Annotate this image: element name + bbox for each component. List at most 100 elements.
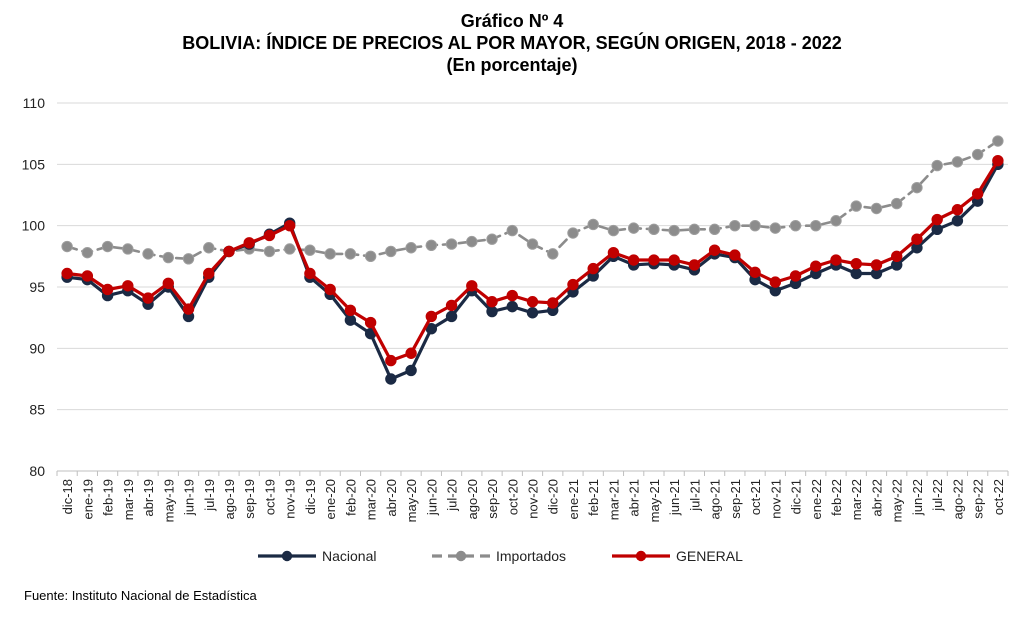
legend-label-nacional: Nacional <box>322 548 376 564</box>
data-point-general <box>911 233 923 245</box>
data-point-importados <box>344 248 357 260</box>
data-point-importados <box>830 215 842 227</box>
x-tick-label: abr-21 <box>627 479 642 517</box>
data-point-general <box>810 260 822 272</box>
data-point-importados <box>668 224 680 237</box>
data-point-general <box>688 259 701 271</box>
x-tick-label: may-19 <box>161 479 176 522</box>
data-point-importados <box>971 148 984 161</box>
data-point-nacional <box>951 215 964 227</box>
data-point-nacional <box>385 373 397 385</box>
data-point-importados <box>688 223 701 236</box>
x-tick-label: ene-19 <box>80 479 95 519</box>
y-tick-label: 90 <box>29 340 45 356</box>
data-point-importados <box>364 250 377 263</box>
data-point-general <box>405 347 417 359</box>
x-tick-label: may-20 <box>404 479 419 522</box>
data-point-importados <box>506 224 518 237</box>
data-point-importados <box>850 200 862 212</box>
data-point-general <box>445 299 458 312</box>
data-point-nacional <box>405 364 417 377</box>
data-point-general <box>992 154 1004 167</box>
x-tick-label: jun-19 <box>182 479 197 516</box>
data-point-general <box>344 304 357 317</box>
data-point-general <box>627 254 640 266</box>
y-tick-label: 85 <box>29 402 45 418</box>
data-point-general <box>101 283 114 296</box>
x-tick-label: abr-20 <box>384 479 399 517</box>
legend-label-general: GENERAL <box>676 548 743 564</box>
x-tick-label: jun-21 <box>667 479 682 516</box>
x-tick-label: oct-20 <box>505 479 520 515</box>
data-point-importados <box>142 248 154 260</box>
data-point-general <box>304 267 316 280</box>
data-point-general <box>506 289 518 302</box>
data-point-importados <box>587 218 599 231</box>
y-tick-label: 95 <box>29 279 45 295</box>
data-point-general <box>648 254 660 266</box>
data-point-importados <box>263 245 276 258</box>
data-point-importados <box>101 240 114 253</box>
chart-figure-number: Gráfico Nº 4 <box>460 11 564 31</box>
data-point-general <box>142 292 154 304</box>
x-tick-label: ago-22 <box>950 479 965 519</box>
data-point-general <box>607 246 620 259</box>
data-point-importados <box>992 135 1004 147</box>
data-point-general <box>567 278 579 291</box>
data-point-general <box>203 267 215 280</box>
data-point-nacional <box>931 223 943 236</box>
data-point-importados <box>708 223 721 236</box>
x-tick-label: dic-18 <box>60 479 75 514</box>
data-point-general <box>729 249 741 261</box>
data-point-importados <box>648 223 660 236</box>
data-point-general <box>708 244 721 256</box>
data-point-general <box>971 188 984 200</box>
data-point-general <box>61 267 73 280</box>
data-point-general <box>587 262 599 275</box>
data-point-importados <box>789 219 802 232</box>
data-point-importados <box>283 243 296 255</box>
data-point-general <box>466 280 478 292</box>
x-tick-label: ago-19 <box>222 479 237 519</box>
data-point-importados <box>324 248 336 260</box>
x-tick-label: ene-21 <box>566 479 581 519</box>
data-point-importados <box>547 248 559 260</box>
data-point-general <box>749 266 761 278</box>
data-point-general <box>951 204 964 216</box>
y-tick-label: 105 <box>22 156 46 172</box>
legend-label-importados: Importados <box>496 548 566 564</box>
data-point-importados <box>162 251 174 264</box>
x-tick-label: feb-19 <box>101 479 116 516</box>
data-point-importados <box>870 202 883 215</box>
x-tick-label: ene-22 <box>809 479 824 519</box>
data-point-general <box>324 283 336 296</box>
y-tick-label: 80 <box>29 463 45 479</box>
data-point-general <box>364 316 377 329</box>
data-point-general <box>81 270 94 282</box>
data-point-general <box>385 354 397 367</box>
legend-marker-importados <box>455 550 467 562</box>
data-point-importados <box>445 238 458 250</box>
x-tick-label: jun-22 <box>910 479 925 516</box>
data-point-general <box>547 297 559 309</box>
chart-subtitle: (En porcentaje) <box>446 55 578 75</box>
x-tick-label: nov-19 <box>283 479 298 519</box>
chart-title-block: Gráfico Nº 4 BOLIVIA: ÍNDICE DE PRECIOS … <box>0 10 1024 76</box>
data-point-importados <box>81 246 94 259</box>
data-point-general <box>891 250 903 263</box>
x-tick-label: nov-20 <box>526 479 541 519</box>
data-point-general <box>182 303 195 315</box>
data-point-general <box>243 237 255 249</box>
x-tick-label: ago-21 <box>708 479 723 519</box>
x-tick-label: oct-22 <box>991 479 1006 515</box>
line-chart: 80 85 90 95 100 105 110 dic-18 ene-19 feb-19 mar-1… <box>22 95 1009 564</box>
data-point-general <box>769 276 782 288</box>
data-point-importados <box>627 222 640 234</box>
x-tick-label: sep-19 <box>242 479 257 519</box>
x-tick-label: jul-22 <box>930 479 945 512</box>
data-point-importados <box>466 235 478 248</box>
data-point-importados <box>61 240 73 253</box>
x-tick-label: dic-21 <box>789 479 804 514</box>
x-tick-label: mar-19 <box>121 479 136 520</box>
data-point-importados <box>951 156 964 168</box>
